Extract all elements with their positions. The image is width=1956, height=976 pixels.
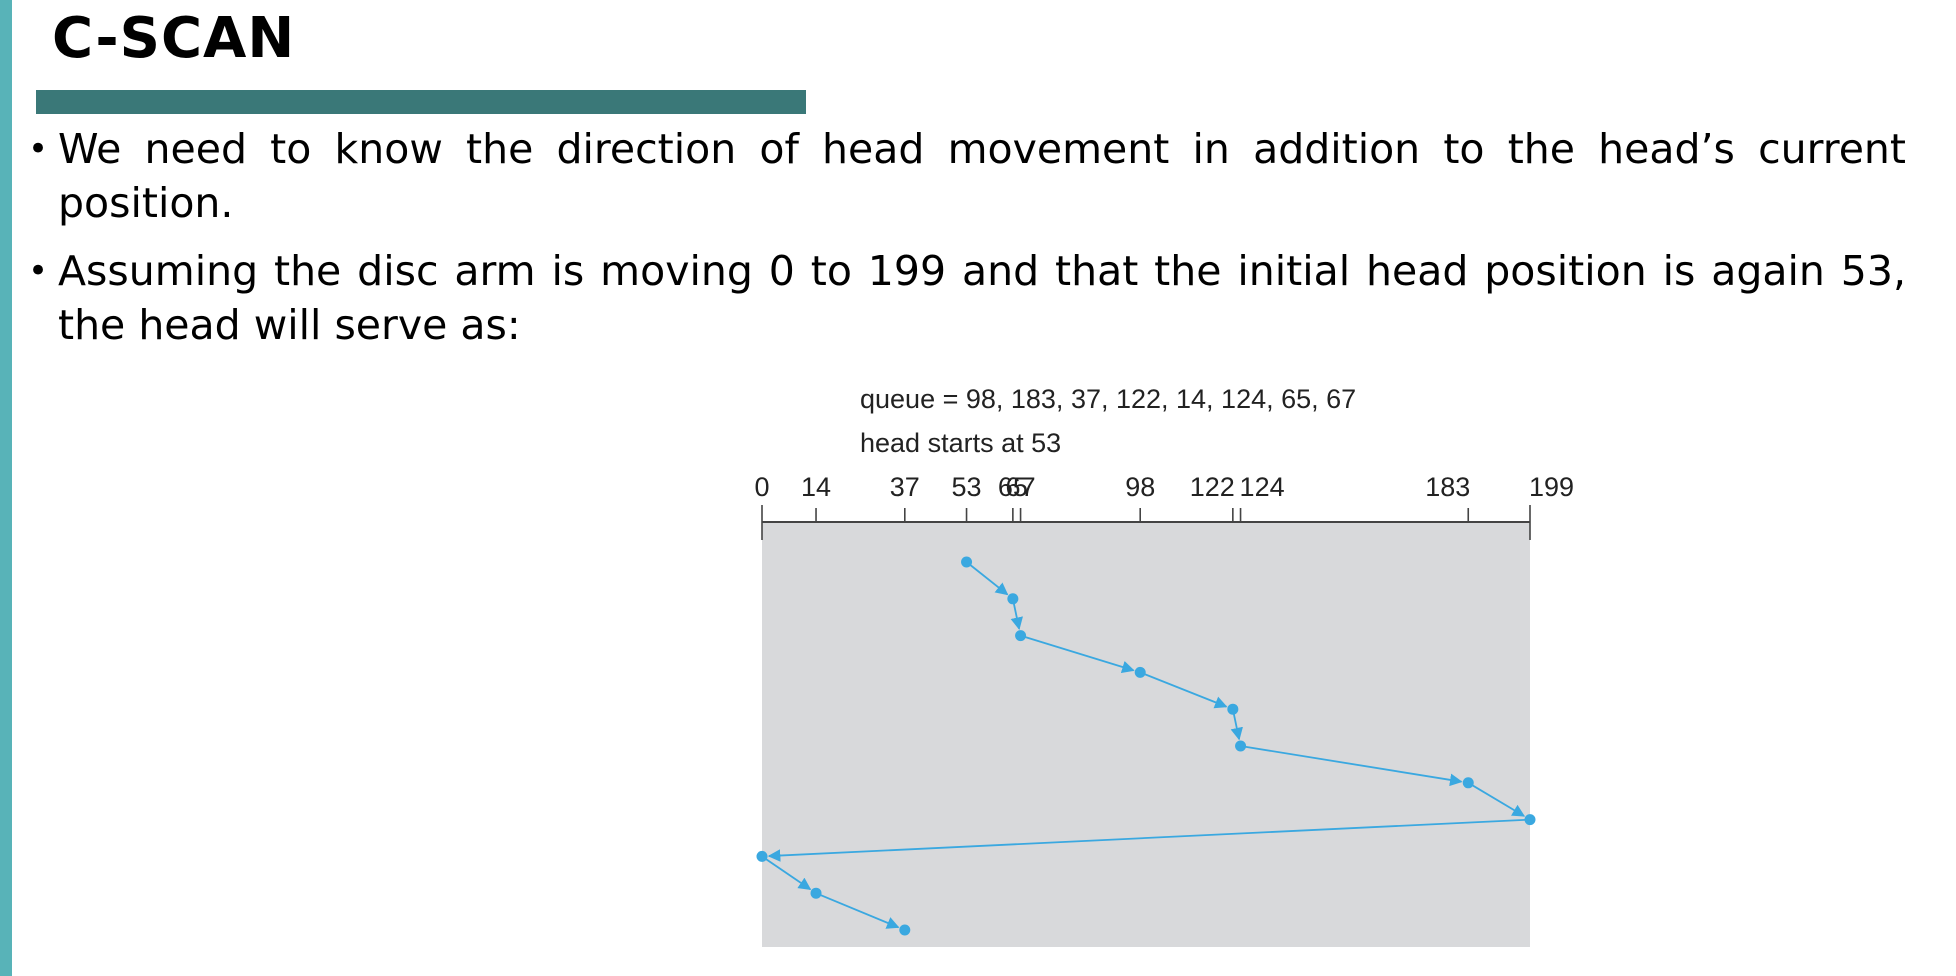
bullet-list: • We need to know the direction of head … [28,122,1906,366]
path-segment [965,561,1009,596]
path-segment [1139,671,1228,709]
tick-label: 124 [1240,472,1285,502]
request-point [1235,740,1247,752]
bullet-marker: • [28,129,49,169]
request-point [810,887,822,899]
tick-label: 183 [1425,472,1470,502]
path-segment [761,855,812,891]
bullet-item: • We need to know the direction of head … [28,122,1906,230]
request-point [1134,666,1146,678]
request-point [756,850,768,862]
tick-label: 65 [998,472,1028,502]
bullet-marker: • [28,251,49,291]
bullet-text: We need to know the direction of head mo… [58,125,1906,227]
queue-text: queue = 98, 183, 37, 122, 14, 124, 65, 6… [860,384,1356,414]
request-point [899,924,911,936]
tick-label: 199 [1529,472,1574,502]
track-panel [762,522,1530,947]
path-segment [1230,709,1243,741]
tick-label: 67 [1006,472,1036,502]
service-path [756,556,1536,936]
request-point [1462,777,1474,789]
path-segment [815,892,900,929]
path-segment [1010,598,1023,630]
tick-label: 98 [1125,472,1155,502]
path-segment [1240,745,1463,787]
request-point [1524,814,1536,826]
slide-accent-bar [0,0,12,976]
path-segment [1020,634,1135,674]
bullet-text: Assuming the disc arm is moving 0 to 199… [58,247,1906,349]
tick-label: 122 [1190,472,1235,502]
tick-label: 37 [890,472,920,502]
path-segment [767,818,1531,862]
title-underline [36,90,806,114]
head-start-text: head starts at 53 [860,428,1061,458]
request-point [1007,593,1019,605]
request-point [1015,630,1027,642]
path-segment [1467,782,1526,817]
tick-label: 14 [801,472,831,502]
tick-label: 0 [754,472,769,502]
slide-title: C-SCAN [52,6,296,71]
bullet-item: • Assuming the disc arm is moving 0 to 1… [28,244,1906,352]
request-point [1227,703,1239,715]
tick-label: 53 [952,472,982,502]
request-point [961,556,973,568]
